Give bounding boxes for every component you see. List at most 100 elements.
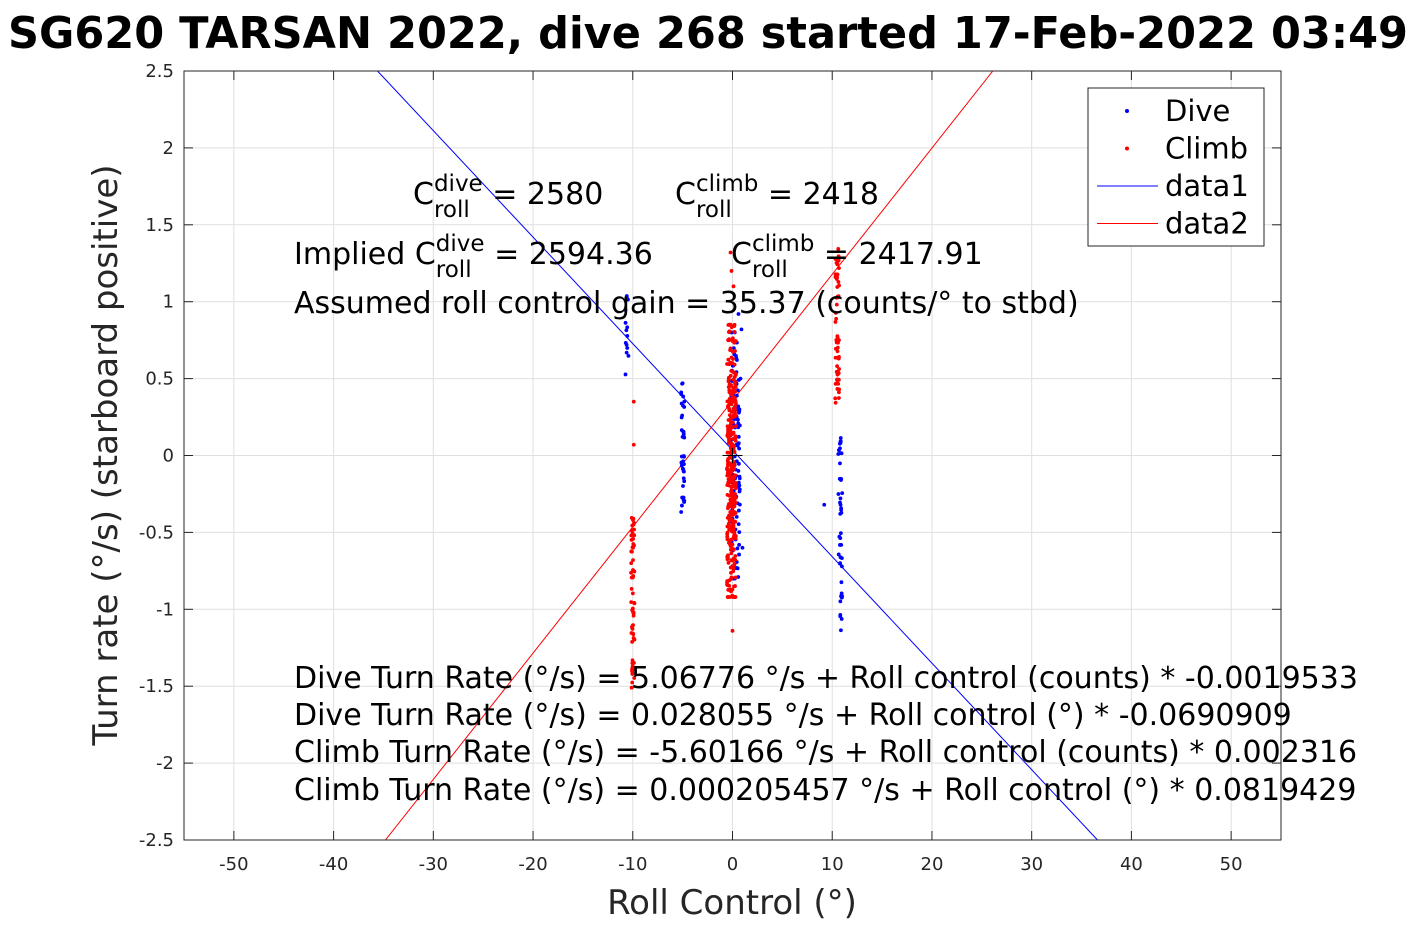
data-point bbox=[681, 454, 686, 458]
data-point bbox=[729, 409, 734, 414]
data-point bbox=[629, 549, 634, 554]
data-point bbox=[839, 591, 844, 596]
data-point bbox=[727, 362, 732, 367]
x-tick-label: -20 bbox=[518, 854, 547, 875]
y-axis-label: Turn rate (°/s) (starboard positive) bbox=[86, 164, 126, 746]
data-point bbox=[836, 280, 841, 284]
data-point bbox=[732, 533, 737, 537]
data-point bbox=[838, 496, 843, 501]
legend-label-climb: Climb bbox=[1165, 132, 1248, 166]
data-point bbox=[632, 533, 637, 538]
data-point bbox=[732, 330, 737, 334]
x-tick-label: -30 bbox=[419, 854, 448, 875]
data-point bbox=[738, 376, 743, 381]
data-point bbox=[624, 350, 629, 355]
data-point bbox=[731, 520, 736, 524]
data-point bbox=[836, 356, 841, 361]
data-point bbox=[736, 417, 740, 422]
data-point bbox=[682, 435, 687, 440]
data-point bbox=[838, 500, 842, 505]
data-point bbox=[623, 308, 628, 312]
data-point bbox=[682, 399, 687, 404]
data-point bbox=[630, 658, 635, 663]
data-point bbox=[732, 561, 737, 566]
data-point bbox=[729, 551, 734, 556]
data-point bbox=[837, 283, 841, 288]
data-point bbox=[736, 508, 741, 513]
legend-label-data2: data2 bbox=[1165, 207, 1249, 241]
data-point bbox=[737, 446, 742, 451]
data-point bbox=[730, 463, 735, 468]
data-point bbox=[727, 322, 731, 327]
data-point bbox=[729, 537, 734, 542]
data-point bbox=[728, 250, 733, 255]
y-tick-label: 1 bbox=[163, 292, 174, 313]
annotation-4: Cclimb roll = 2417.91 bbox=[731, 231, 983, 283]
data-point bbox=[733, 511, 738, 516]
y-tick-label: -1 bbox=[156, 599, 174, 620]
data-point bbox=[733, 434, 738, 439]
data-point bbox=[631, 558, 635, 563]
data-point bbox=[631, 536, 636, 541]
data-point bbox=[730, 425, 735, 429]
data-point bbox=[632, 600, 637, 605]
data-point bbox=[836, 448, 841, 452]
data-point bbox=[731, 377, 736, 382]
legend-label-data1: data1 bbox=[1165, 169, 1249, 203]
x-tick-label: 10 bbox=[821, 854, 844, 875]
data-point bbox=[837, 367, 841, 371]
data-point bbox=[726, 431, 730, 436]
data-point bbox=[839, 507, 843, 512]
data-point bbox=[737, 483, 742, 488]
data-point bbox=[680, 503, 684, 508]
data-point bbox=[836, 452, 841, 456]
data-point bbox=[630, 608, 635, 612]
data-point bbox=[731, 529, 736, 534]
legend-box bbox=[1087, 87, 1265, 247]
data-point bbox=[732, 362, 737, 367]
y-tick-label: 2.5 bbox=[145, 61, 174, 82]
data-point bbox=[630, 545, 635, 550]
legend-marker-dive bbox=[1125, 109, 1129, 113]
data-point bbox=[838, 612, 843, 617]
data-point bbox=[623, 341, 628, 345]
data-point bbox=[629, 586, 634, 591]
data-point bbox=[626, 297, 630, 302]
data-point bbox=[631, 568, 635, 572]
data-point bbox=[630, 661, 635, 665]
data-point bbox=[630, 668, 634, 673]
data-point bbox=[731, 547, 736, 552]
annotation-8: Climb Turn Rate (°/s) = -5.60166 °/s + R… bbox=[294, 735, 1357, 770]
data-point bbox=[837, 476, 842, 481]
data-point bbox=[727, 329, 732, 334]
data-point bbox=[728, 587, 733, 592]
y-tick-label: 0.5 bbox=[145, 369, 174, 390]
data-point bbox=[732, 449, 737, 454]
x-tick-label: 20 bbox=[921, 854, 944, 875]
data-point bbox=[681, 476, 686, 481]
data-point bbox=[733, 339, 738, 343]
data-point bbox=[727, 397, 732, 401]
data-point bbox=[731, 357, 735, 361]
data-point bbox=[737, 552, 741, 557]
annotation-9: Climb Turn Rate (°/s) = 0.000205457 °/s … bbox=[294, 773, 1356, 808]
data-point bbox=[729, 498, 733, 503]
data-point bbox=[728, 542, 733, 547]
data-point bbox=[733, 575, 738, 580]
y-tick-label: 0 bbox=[163, 446, 174, 467]
data-point bbox=[729, 421, 733, 425]
data-point bbox=[839, 628, 843, 633]
data-point bbox=[833, 400, 838, 405]
data-point bbox=[833, 320, 838, 324]
legend-marker-climb bbox=[1125, 146, 1129, 151]
data-point bbox=[733, 410, 737, 415]
data-point bbox=[729, 415, 733, 419]
data-point bbox=[822, 502, 827, 507]
data-point bbox=[629, 561, 634, 566]
data-point bbox=[836, 340, 840, 345]
data-point bbox=[731, 284, 736, 289]
data-point bbox=[629, 685, 634, 690]
data-point bbox=[838, 436, 843, 440]
data-point bbox=[631, 442, 636, 447]
data-point bbox=[836, 247, 841, 251]
